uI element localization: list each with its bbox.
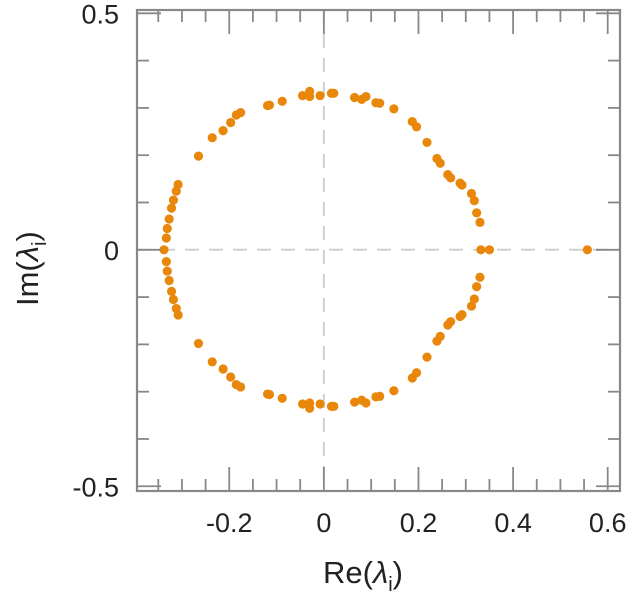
data-point bbox=[173, 179, 183, 190]
data-point bbox=[207, 357, 217, 367]
data-point bbox=[218, 364, 228, 374]
data-point bbox=[375, 98, 385, 108]
data-point bbox=[446, 317, 456, 327]
data-point bbox=[315, 91, 325, 101]
x-axis-label: Re(λi) bbox=[323, 555, 403, 596]
data-point bbox=[466, 301, 477, 311]
y-tick-label: 0.5 bbox=[81, 0, 119, 29]
data-point bbox=[297, 399, 308, 409]
data-point bbox=[361, 398, 371, 408]
data-point bbox=[457, 180, 467, 190]
data-point bbox=[226, 117, 236, 128]
data-point bbox=[166, 203, 177, 213]
data-point bbox=[435, 158, 445, 168]
data-point bbox=[159, 245, 169, 255]
data-point bbox=[264, 389, 275, 400]
data-point bbox=[315, 399, 325, 409]
data-point bbox=[329, 88, 339, 98]
data-point bbox=[277, 96, 287, 106]
x-tick-label: 0.4 bbox=[494, 508, 532, 538]
axis-ticks bbox=[137, 10, 620, 491]
data-point bbox=[582, 245, 592, 255]
data-point bbox=[457, 309, 467, 320]
data-point bbox=[361, 91, 371, 102]
data-point bbox=[164, 275, 174, 286]
data-point bbox=[264, 100, 275, 110]
data-point bbox=[375, 391, 385, 402]
data-point bbox=[422, 352, 432, 362]
data-point bbox=[168, 294, 179, 305]
data-point bbox=[193, 151, 204, 161]
data-point bbox=[411, 368, 422, 378]
data-point bbox=[484, 245, 495, 255]
data-point bbox=[475, 272, 485, 282]
data-point bbox=[168, 195, 179, 205]
data-point bbox=[161, 233, 171, 243]
data-point bbox=[411, 122, 422, 132]
x-tick-label: 0.6 bbox=[589, 508, 627, 538]
data-point bbox=[475, 217, 485, 227]
x-tick-label: -0.2 bbox=[206, 508, 253, 538]
y-axis-label: Im(λi) bbox=[10, 231, 51, 306]
eigenvalue-points bbox=[159, 86, 592, 413]
data-point bbox=[305, 398, 315, 408]
data-point bbox=[218, 126, 228, 136]
data-point bbox=[207, 133, 217, 143]
data-point bbox=[297, 91, 308, 101]
y-tick-label: -0.5 bbox=[72, 472, 119, 502]
data-point bbox=[389, 386, 399, 396]
data-point bbox=[162, 223, 172, 234]
data-point bbox=[466, 188, 477, 199]
y-tick-labels: 0.5 0 -0.5 bbox=[72, 0, 119, 502]
reference-lines bbox=[137, 10, 620, 491]
data-point bbox=[305, 91, 315, 102]
data-point bbox=[164, 214, 174, 224]
y-tick-label: 0 bbox=[104, 236, 119, 266]
data-point bbox=[173, 310, 183, 320]
data-point bbox=[226, 372, 236, 382]
x-tick-label: 0.2 bbox=[400, 508, 438, 538]
data-point bbox=[472, 282, 482, 292]
x-tick-labels: -0.2 0 0.2 0.4 0.6 bbox=[206, 508, 626, 538]
data-point bbox=[161, 257, 171, 267]
data-point bbox=[469, 196, 479, 206]
data-point bbox=[446, 173, 456, 183]
data-point bbox=[236, 382, 246, 392]
data-point bbox=[329, 401, 339, 411]
data-point bbox=[435, 331, 445, 341]
data-point bbox=[350, 397, 360, 407]
data-point bbox=[469, 294, 479, 304]
data-point bbox=[162, 266, 172, 276]
data-point bbox=[476, 245, 486, 255]
x-tick-label: 0 bbox=[316, 508, 331, 538]
data-point bbox=[422, 137, 432, 148]
data-point bbox=[236, 108, 246, 118]
data-point bbox=[277, 393, 287, 403]
data-point bbox=[472, 208, 482, 218]
data-point bbox=[350, 92, 360, 103]
data-point bbox=[193, 338, 204, 349]
data-point bbox=[389, 104, 399, 114]
data-point bbox=[166, 286, 177, 297]
